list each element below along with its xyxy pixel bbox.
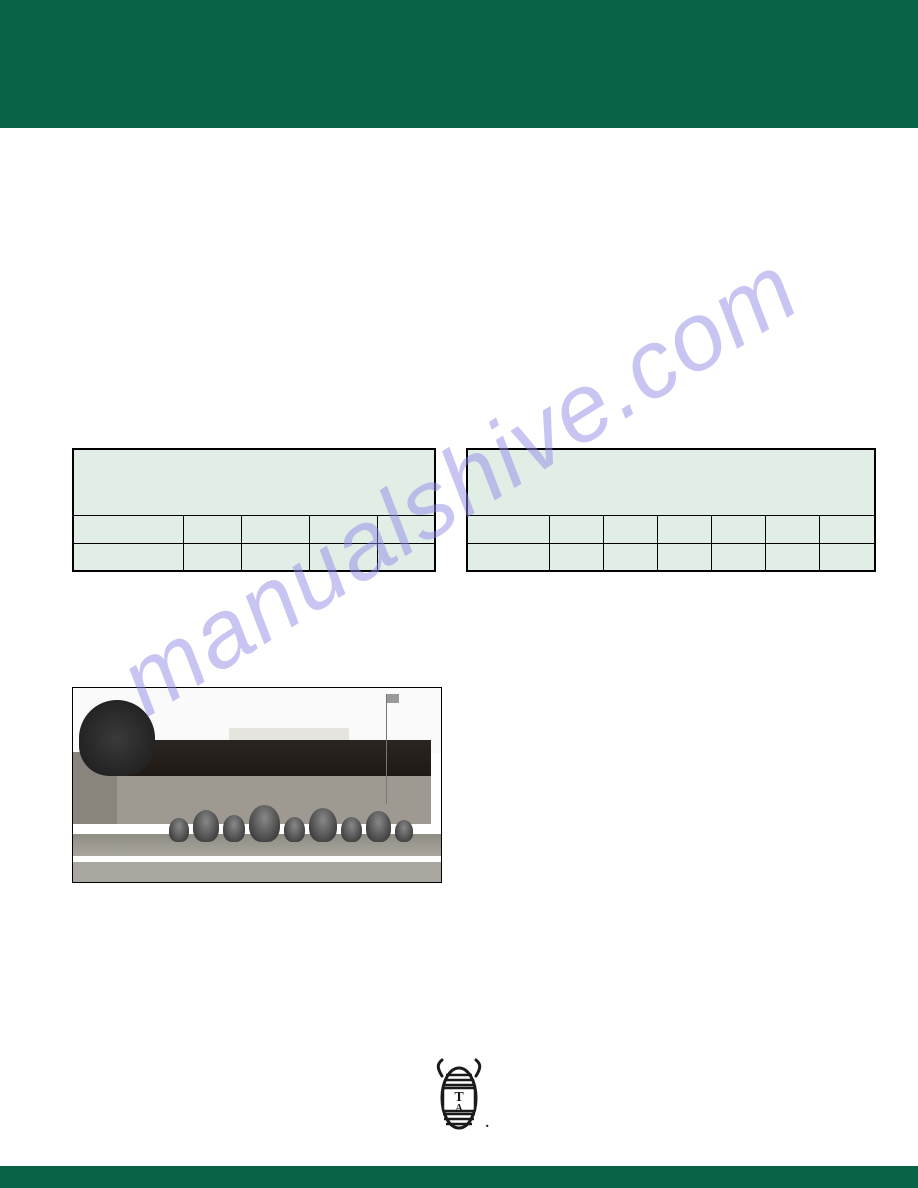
table-row bbox=[73, 515, 435, 543]
photo-shrub bbox=[249, 805, 280, 842]
photo-shrub bbox=[223, 815, 245, 842]
photo-building-fascia bbox=[113, 740, 431, 778]
photo-flag bbox=[387, 694, 399, 703]
photo-shrub bbox=[395, 820, 413, 842]
table-row bbox=[467, 515, 875, 543]
spec-table-left bbox=[72, 448, 436, 572]
spec-table-right bbox=[466, 448, 876, 572]
photo-shrub bbox=[341, 817, 362, 843]
photo-pavement bbox=[73, 862, 441, 882]
table-header-row bbox=[73, 449, 435, 515]
photo-shrub bbox=[284, 817, 305, 843]
photo-shrub bbox=[309, 808, 337, 842]
table-row bbox=[73, 543, 435, 571]
photo-shrubs bbox=[169, 796, 413, 842]
photo-shrub bbox=[193, 810, 220, 842]
bottom-banner bbox=[0, 1166, 918, 1188]
photo-shrub bbox=[169, 818, 189, 842]
company-logo-icon: T A . bbox=[435, 1058, 483, 1134]
table-row bbox=[467, 543, 875, 571]
tables-row bbox=[72, 448, 874, 572]
top-banner bbox=[0, 0, 918, 128]
photo-shrub bbox=[366, 811, 391, 842]
photo-tree bbox=[79, 700, 155, 776]
logo-period: . bbox=[486, 1116, 490, 1132]
building-photo bbox=[72, 687, 442, 883]
photo-flagpole bbox=[386, 694, 387, 804]
table-header-row bbox=[467, 449, 875, 515]
svg-text:A: A bbox=[455, 1103, 463, 1114]
